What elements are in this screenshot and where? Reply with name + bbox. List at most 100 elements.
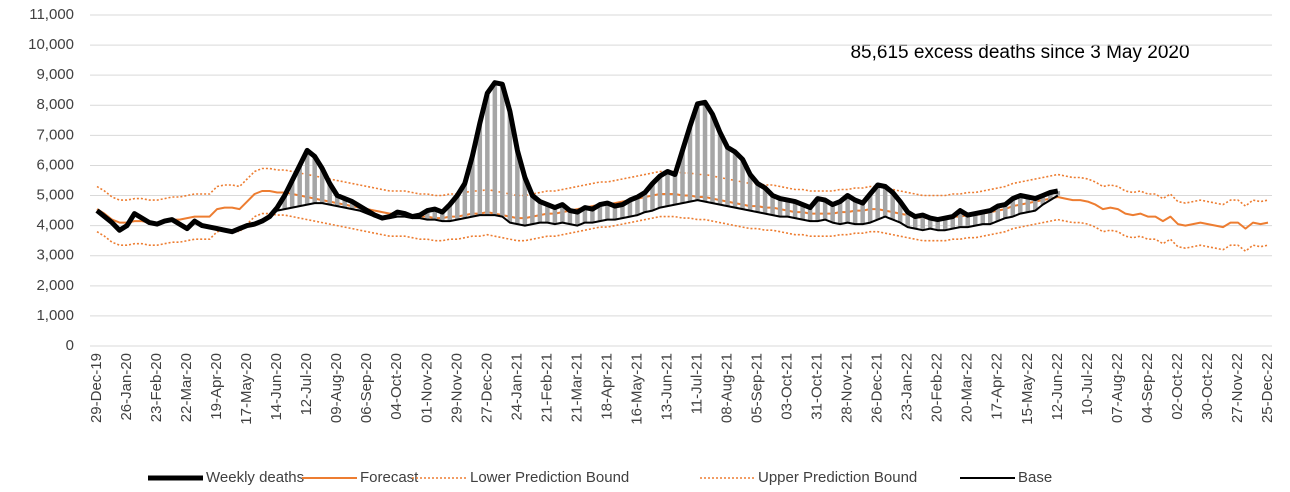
- excess-hatch: [635, 197, 640, 216]
- excess-hatch: [612, 206, 618, 220]
- excess-hatch: [665, 171, 670, 207]
- excess-hatch: [342, 198, 347, 208]
- excess-hatch: [567, 210, 573, 225]
- excess-hatch: [942, 218, 948, 231]
- y-tick-label: 6,000: [36, 156, 74, 173]
- x-tick-label: 21-Feb-21: [538, 353, 555, 422]
- excess-hatch: [282, 195, 287, 210]
- excess-hatch: [807, 207, 813, 222]
- x-tick-label: 20-Feb-22: [929, 353, 946, 422]
- excess-hatch: [440, 212, 445, 222]
- y-tick-label: 7,000: [36, 126, 74, 143]
- x-tick-label: 16-May-21: [628, 353, 645, 425]
- x-tick-label: 15-May-22: [1019, 353, 1036, 425]
- x-tick-label: 26-Dec-21: [869, 353, 886, 423]
- x-tick-label: 03-Oct-21: [779, 353, 796, 420]
- excess-hatch: [747, 174, 753, 211]
- y-tick-label: 4,000: [36, 217, 74, 234]
- excess-hatch: [867, 194, 873, 223]
- excess-hatch: [920, 215, 925, 231]
- excess-hatch: [897, 201, 903, 223]
- x-tick-label: 01-Nov-20: [418, 353, 435, 423]
- excess-hatch: [1003, 204, 1008, 219]
- series-line: [95, 80, 1059, 235]
- excess-hatch: [702, 102, 708, 202]
- excess-hatch: [537, 201, 543, 223]
- x-tick-label: 27-Dec-20: [478, 353, 495, 423]
- y-tick-label: 1,000: [36, 307, 74, 324]
- excess-hatch: [1033, 198, 1038, 211]
- excess-hatch: [972, 213, 978, 226]
- x-tick-label: 20-Mar-22: [959, 353, 976, 422]
- y-tick-label: 2,000: [36, 277, 74, 294]
- excess-hatch: [845, 195, 850, 223]
- y-tick-label: 3,000: [36, 247, 74, 264]
- excess-hatch: [507, 111, 513, 223]
- excess-hatch: [462, 183, 468, 219]
- excess-hatch: [927, 218, 933, 229]
- excess-hatch: [785, 200, 790, 217]
- excess-hatch: [425, 210, 430, 220]
- excess-hatch: [650, 183, 655, 211]
- y-tick-label: 11,000: [29, 6, 74, 23]
- excess-hatch: [988, 210, 993, 225]
- legend-label: Weekly deaths: [206, 469, 304, 486]
- annotation: 85,615 excess deaths since 3 May 2020: [850, 42, 1189, 63]
- excess-hatch: [995, 206, 1001, 222]
- excess-hatch: [545, 204, 550, 223]
- excess-hatch: [470, 156, 475, 217]
- excess-hatch: [500, 84, 505, 217]
- x-tick-label: 08-Aug-21: [719, 353, 736, 423]
- excess-hatch: [672, 174, 678, 205]
- y-tick-label: 0: [66, 337, 74, 354]
- excess-hatch: [837, 201, 843, 225]
- excess-hatch: [590, 209, 595, 223]
- x-tick-label: 17-Apr-22: [989, 353, 1006, 420]
- x-tick-label: 12-Jul-20: [298, 353, 315, 416]
- excess-hatch: [680, 150, 685, 204]
- y-tick-label: 5,000: [36, 187, 74, 204]
- x-tick-label: 14-Jun-20: [268, 353, 285, 421]
- excess-hatch: [297, 165, 302, 207]
- excess-hatch: [289, 180, 295, 208]
- excess-hatch: [447, 204, 453, 222]
- x-tick-label: 13-Jun-21: [658, 353, 675, 421]
- excess-hatch: [965, 215, 970, 228]
- excess-hatch: [710, 114, 715, 204]
- excess-hatch: [890, 192, 895, 220]
- excess-hatch: [830, 204, 835, 223]
- excess-hatch: [642, 192, 648, 213]
- excess-hatch: [334, 195, 340, 207]
- x-tick-label: 29-Nov-20: [448, 353, 465, 423]
- x-tick-label: 23-Feb-20: [148, 353, 165, 422]
- x-tick-label: 09-Aug-20: [328, 353, 345, 423]
- excess-hatch: [882, 186, 888, 217]
- x-tick-label: 26-Jan-20: [118, 353, 135, 421]
- excess-hatch: [349, 201, 355, 210]
- x-tick-label: 04-Oct-20: [388, 353, 405, 420]
- excess-hatch: [717, 132, 723, 205]
- excess-hatch: [1025, 197, 1031, 213]
- x-tick-label: 25-Dec-22: [1259, 353, 1276, 423]
- excess-hatch: [725, 147, 730, 207]
- excess-hatch: [327, 183, 332, 205]
- excess-hatch: [552, 207, 558, 225]
- x-tick-label: 22-Mar-20: [178, 353, 195, 422]
- excess-hatch: [687, 126, 693, 202]
- x-tick-label: 19-Apr-20: [208, 353, 225, 420]
- legend-label: Lower Prediction Bound: [470, 469, 629, 486]
- x-tick-label: 17-May-20: [238, 353, 255, 425]
- excess-hatch: [905, 212, 910, 228]
- x-tick-label: 06-Sep-20: [358, 353, 375, 423]
- excess-hatch: [477, 123, 483, 216]
- excess-hatch: [1018, 195, 1023, 214]
- legend-label: Base: [1018, 469, 1052, 486]
- excess-hatch: [852, 200, 858, 225]
- excess-hatch: [777, 198, 783, 217]
- excess-hatch: [522, 177, 528, 226]
- excess-hatch: [312, 156, 317, 204]
- series-line: [96, 212, 1269, 252]
- excess-hatch: [695, 103, 700, 201]
- excess-hatch: [822, 200, 828, 220]
